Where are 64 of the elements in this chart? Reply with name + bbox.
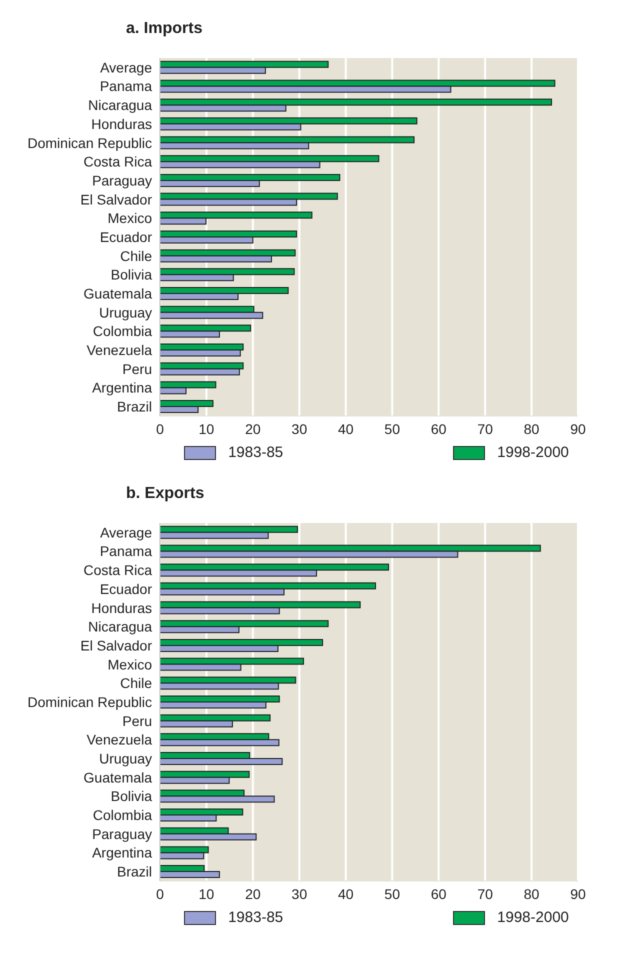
chart-title: b. Exports	[125, 484, 206, 504]
y-tick-label: Paraguay	[92, 826, 152, 842]
legend-label: 1983-85	[228, 909, 284, 926]
y-tick-label: Colombia	[92, 807, 152, 824]
y-tick-label: Ecuador	[100, 228, 152, 245]
y-tick-label: Costa Rica	[84, 154, 152, 170]
legend-label: 1998-2000	[497, 444, 569, 461]
y-tick-label: Mexico	[108, 210, 152, 226]
x-tick-label: 50	[384, 886, 400, 902]
x-tick-label: 10	[198, 420, 214, 437]
y-tick-label: Chile	[120, 675, 152, 692]
x-tick-label: 70	[477, 420, 494, 437]
legend-label: 1998-2000	[497, 909, 569, 926]
y-tick-label: El Salvador	[80, 637, 152, 654]
y-tick-label: Average	[100, 59, 152, 76]
y-tick-label: Argentina	[92, 844, 152, 861]
x-tick-label: 40	[338, 420, 354, 437]
y-tick-label: Brazil	[116, 864, 152, 880]
y-tick-label: Chile	[120, 248, 152, 264]
x-tick-label: 80	[524, 420, 540, 437]
x-tick-label: 90	[570, 420, 586, 437]
x-tick-label: 70	[477, 886, 494, 902]
y-tick-label: Peru	[122, 360, 152, 377]
x-tick-label: 60	[430, 886, 447, 902]
chart-title: a. Imports	[125, 19, 204, 39]
x-tick-label: 0	[156, 420, 164, 437]
y-tick-label: Mexico	[108, 656, 152, 672]
x-tick-label: 30	[292, 886, 308, 902]
x-tick-label: 20	[245, 420, 261, 437]
x-tick-label: 80	[524, 886, 540, 902]
y-tick-label: Dominican Republic	[27, 134, 152, 151]
y-tick-label: Honduras	[91, 116, 152, 132]
y-tick-label: Nicaragua	[88, 618, 152, 635]
y-tick-label: Guatemala	[84, 769, 152, 786]
x-tick-label: 10	[198, 886, 214, 902]
y-tick-label: Colombia	[92, 323, 152, 340]
x-tick-label: 60	[430, 420, 447, 437]
y-tick-label: Panama	[100, 78, 152, 94]
x-tick-label: 90	[570, 886, 586, 902]
y-tick-label: Honduras	[91, 600, 152, 616]
y-tick-label: El Salvador	[80, 191, 152, 208]
x-tick-label: 20	[245, 886, 261, 902]
y-tick-label: Peru	[122, 712, 152, 729]
y-tick-label: Venezuela	[86, 342, 152, 358]
y-tick-label: Dominican Republic	[27, 694, 152, 710]
y-tick-label: Brazil	[116, 398, 152, 415]
x-tick-label: 50	[384, 420, 400, 437]
y-tick-label: Bolivia	[110, 788, 152, 804]
y-tick-label: Nicaragua	[88, 97, 152, 114]
y-tick-label: Panama	[100, 543, 152, 560]
y-tick-label: Ecuador	[100, 580, 152, 597]
y-tick-label: Paraguay	[92, 172, 152, 188]
y-tick-label: Guatemala	[84, 285, 152, 302]
y-tick-label: Venezuela	[86, 732, 152, 748]
x-tick-label: 30	[292, 420, 308, 437]
x-tick-label: 0	[156, 886, 164, 902]
y-tick-label: Uruguay	[99, 750, 152, 766]
y-tick-label: Argentina	[92, 380, 152, 396]
y-tick-label: Costa Rica	[84, 562, 152, 578]
y-tick-label: Average	[100, 524, 152, 540]
x-tick-label: 40	[338, 886, 354, 902]
y-tick-label: Bolivia	[110, 266, 152, 283]
y-tick-label: Uruguay	[99, 304, 152, 320]
legend-label: 1983-85	[228, 444, 284, 461]
